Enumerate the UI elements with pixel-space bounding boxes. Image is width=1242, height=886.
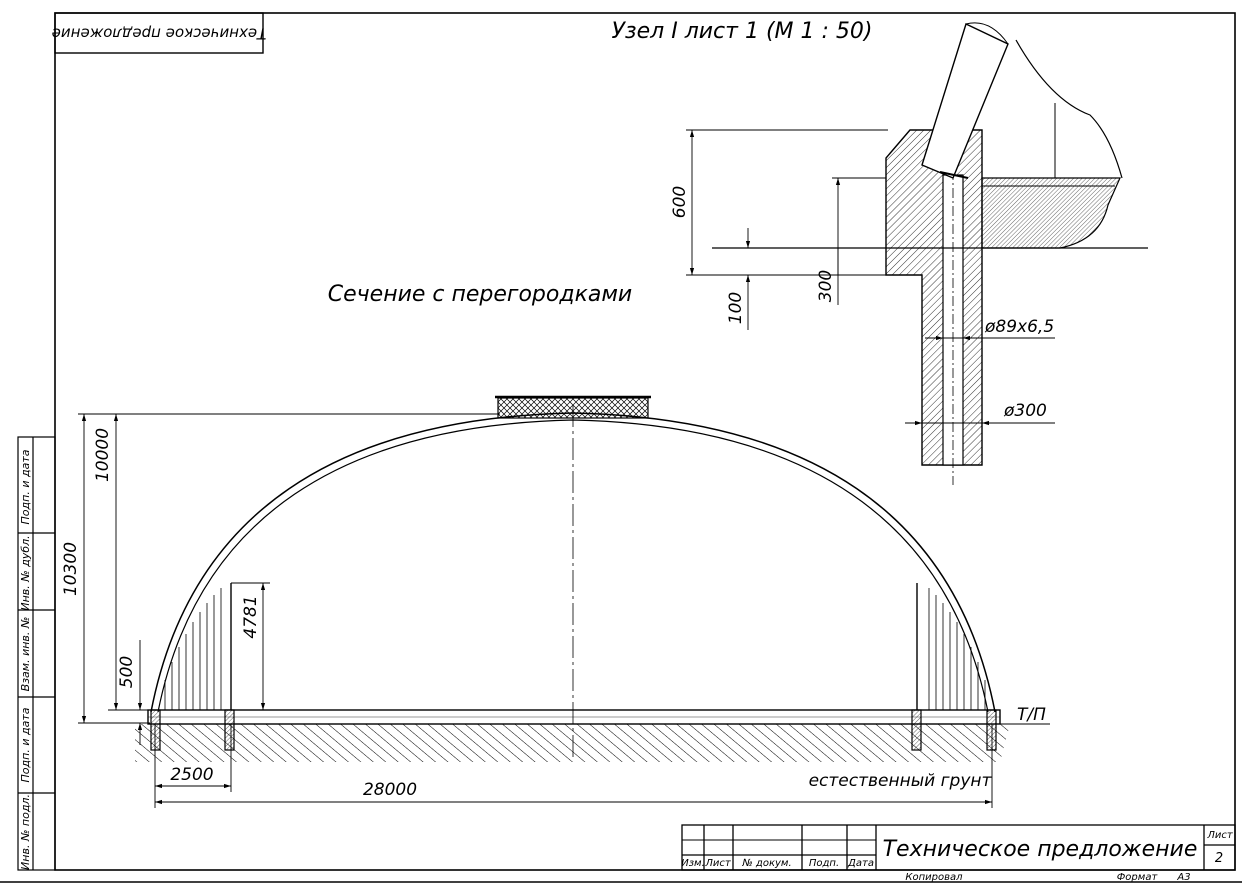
dim-600: 600 xyxy=(670,186,690,218)
tb-col-sign: Подп. xyxy=(809,858,839,869)
tb-sheet-number: 2 xyxy=(1215,851,1223,866)
side-strip-label-2: Инв. № дубл. xyxy=(19,535,32,610)
tb-col-list: Лист xyxy=(704,858,732,869)
side-strip-label-5: Инв. № подл. xyxy=(19,794,32,870)
dim-4781: 4781 xyxy=(241,595,261,638)
tb-col-doc: № докум. xyxy=(741,858,791,869)
tb-sheet-label: Лист xyxy=(1206,830,1234,841)
natural-ground-label: естественный грунт xyxy=(809,771,993,791)
top-stamp: Техническое предложение xyxy=(52,12,267,54)
tb-copied: Копировал xyxy=(905,872,963,883)
dim-pile-diameter: ø300 xyxy=(1003,401,1047,421)
tb-format-label: Формат xyxy=(1117,872,1159,883)
dim-10000: 10000 xyxy=(93,428,113,482)
node-detail: 600 300 100 ø89х6,5 ø300 xyxy=(670,22,1148,485)
title-block xyxy=(681,824,1236,871)
dim-2500: 2500 xyxy=(170,765,213,785)
top-stamp-text: Техническое предложение xyxy=(52,25,267,43)
side-strip xyxy=(17,436,56,871)
side-strip-label-3: Взам. инв. № xyxy=(19,617,32,692)
side-strip-label-1: Подп. и дата xyxy=(19,449,32,524)
dim-28000: 28000 xyxy=(363,780,417,800)
tb-col-date: Дата xyxy=(847,858,874,869)
dim-pipe-diameter: ø89х6,5 xyxy=(984,317,1054,337)
tb-title: Техническое предложение xyxy=(883,837,1198,862)
ground-level-label: Т/П xyxy=(1017,705,1046,725)
side-strip-label-4: Подп. и дата xyxy=(19,707,32,782)
tb-col-izm: Изм. xyxy=(681,858,705,869)
dim-100: 100 xyxy=(726,292,746,324)
dim-300: 300 xyxy=(816,270,836,302)
node-title: Узел I лист 1 (М 1 : 50) xyxy=(612,19,873,44)
section-label: Сечение с перегородками xyxy=(328,282,632,307)
tb-format-value: А3 xyxy=(1176,872,1190,883)
dim-10300: 10300 xyxy=(61,542,81,596)
arch-section: 10000 10300 500 4781 2500 28000 Т/П есте… xyxy=(61,395,1050,808)
dim-500: 500 xyxy=(117,656,137,688)
